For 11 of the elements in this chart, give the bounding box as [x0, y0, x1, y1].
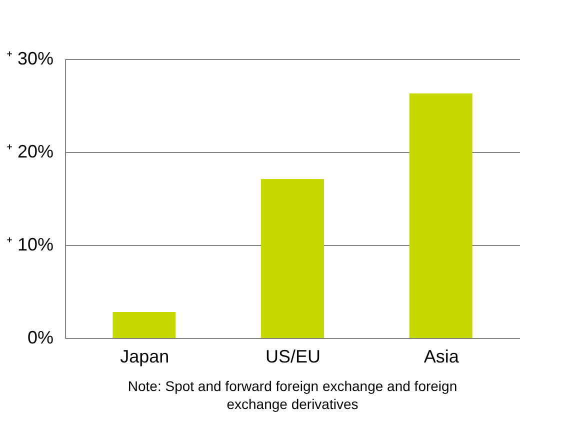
- bar: [112, 312, 176, 338]
- y-tick-label: ⁺ 30%: [6, 48, 54, 68]
- bar: [261, 178, 324, 338]
- text: Note: Spot and forward foreign exchange and foreign exchange derivatives: [128, 378, 458, 412]
- y-tick-label: ⁺ 10%: [6, 234, 54, 254]
- y-tick-label: 0%: [27, 328, 54, 348]
- x-tick-label: Japan: [120, 346, 170, 366]
- y-tick-label: ⁺ 20%: [6, 142, 54, 162]
- bar: [409, 93, 472, 338]
- x-tick-label: US/EU: [265, 346, 321, 366]
- x-tick-label: Asia: [424, 346, 460, 366]
